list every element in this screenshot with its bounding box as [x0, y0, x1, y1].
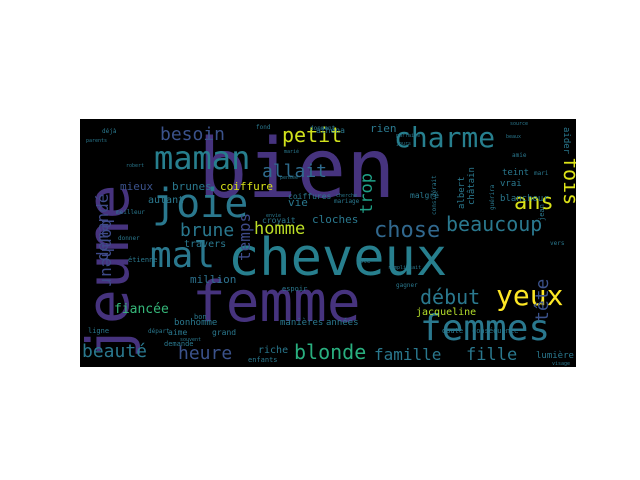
- word-source: source: [510, 121, 528, 127]
- word-vers: vers: [550, 240, 565, 247]
- word-mari: mari: [534, 170, 549, 177]
- word-brune: brune: [180, 220, 234, 241]
- word-malgré: malgré: [410, 190, 439, 200]
- word-donner: donner: [118, 235, 140, 242]
- word-beauté: beauté: [82, 341, 147, 362]
- word-blancheur: blancheur: [500, 194, 549, 204]
- word-maman: maman: [154, 139, 250, 177]
- word-croyait: croyait: [262, 216, 296, 225]
- word-tête: tête: [532, 279, 553, 322]
- word-aider: aider: [561, 127, 571, 155]
- word-mal: mal: [150, 235, 215, 276]
- word-jeune: jeune: [80, 184, 142, 359]
- word-remplissait: remplissait: [388, 265, 421, 271]
- word-amie: amie: [512, 152, 527, 159]
- word-travers: travers: [184, 239, 226, 250]
- word-teint: teint: [502, 168, 529, 178]
- word-cherche: cherche: [336, 193, 357, 199]
- word-jours: jours: [396, 141, 411, 147]
- word-blonde: blonde: [294, 340, 366, 364]
- word-pensée: pensée: [280, 174, 298, 181]
- word-beaux: beaux: [506, 134, 521, 140]
- word-marié: marié: [284, 148, 299, 155]
- word-fois: fois: [559, 157, 576, 205]
- word-yeux: yeux: [496, 279, 563, 312]
- word-parfaite: parfaite: [396, 133, 420, 139]
- word-mieux: mieux: [120, 180, 153, 193]
- word-bon: bon: [194, 313, 207, 321]
- word-enfants: enfants: [248, 356, 278, 364]
- word-meilleur: meilleur: [116, 209, 145, 216]
- word-manières: manières: [280, 317, 323, 328]
- word-femmes: femmes: [420, 308, 550, 349]
- word-charme: charme: [394, 121, 495, 154]
- word-donnent: donnent: [310, 125, 336, 132]
- word-bien: bien: [198, 122, 395, 217]
- word-joie: joie: [152, 181, 248, 227]
- word-rien: rien: [370, 122, 397, 135]
- word-bonhomme: bonhomme: [174, 318, 217, 328]
- word-fille: fille: [466, 345, 517, 365]
- word-début: début: [420, 285, 480, 309]
- word-demande: demande: [164, 340, 194, 348]
- word-parents: parents: [86, 138, 107, 144]
- word-étienne: étienne: [128, 256, 158, 264]
- word-conséquence: conséquence: [472, 327, 518, 335]
- word-aime: aime: [168, 328, 187, 337]
- word-trop: trop: [357, 173, 377, 214]
- word-envie: envie: [266, 213, 281, 219]
- word-robert: robert: [126, 163, 144, 169]
- word-fond: fond: [256, 124, 271, 131]
- word-petit: petit: [282, 123, 342, 147]
- word-vie: vie: [288, 196, 308, 209]
- word-brunes: brunes: [172, 180, 212, 193]
- word-considérait: considérait: [431, 175, 438, 215]
- word-heure: heure: [178, 343, 232, 364]
- word-beaucoup: beaucoup: [446, 212, 542, 236]
- word-demandé: demandé: [93, 194, 112, 261]
- word-mariage: mariage: [334, 198, 360, 205]
- word-besoin: besoin: [160, 124, 225, 145]
- word-gagner: gagner: [396, 282, 418, 289]
- word-jean: jean: [538, 204, 546, 221]
- word-femme: femme: [192, 270, 361, 335]
- word-homme: homme: [254, 219, 305, 239]
- word-riche: riche: [258, 345, 288, 356]
- word-allait: allait: [262, 161, 327, 182]
- word-fiancée: fiancée: [114, 302, 169, 317]
- word-athéna: athéna: [316, 125, 345, 135]
- word-coiffures: coiffures: [288, 192, 332, 201]
- word-vrai: vrai: [500, 179, 522, 189]
- word-déjà: déjà: [102, 128, 117, 135]
- word-cloches: cloches: [312, 213, 358, 226]
- word-grand: grand: [212, 328, 236, 337]
- word-souvent: souvent: [180, 337, 201, 343]
- word-jacqueline: jacqueline: [416, 307, 476, 318]
- word-coiffure: coiffure: [220, 180, 273, 193]
- word-ans: ans: [514, 190, 554, 215]
- word-doute: doute: [442, 327, 463, 335]
- word-albert: albert: [457, 176, 467, 209]
- word-départ: départ: [148, 328, 170, 335]
- word-lumière: lumière: [536, 350, 574, 361]
- word-famille: famille: [374, 345, 441, 364]
- word-chose: chose: [374, 218, 440, 243]
- word-guérira: guérira: [489, 184, 496, 210]
- word-autant: autant: [148, 195, 184, 206]
- word-cheveux: cheveux: [228, 228, 447, 288]
- word-million: million: [190, 273, 236, 286]
- word-côté: côté: [356, 258, 371, 265]
- word-espoir: espoir: [282, 285, 307, 293]
- word-années: années: [326, 317, 359, 328]
- word-visage: visage: [552, 361, 570, 367]
- word-bonheur: bonheur: [98, 219, 117, 287]
- word-temps: temps: [235, 213, 254, 261]
- word-cloud: bien jeune femme cheveux maman charme joie mal f…: [74, 119, 583, 367]
- word-ligne: ligne: [88, 327, 109, 335]
- word-châtain: châtain: [467, 167, 477, 205]
